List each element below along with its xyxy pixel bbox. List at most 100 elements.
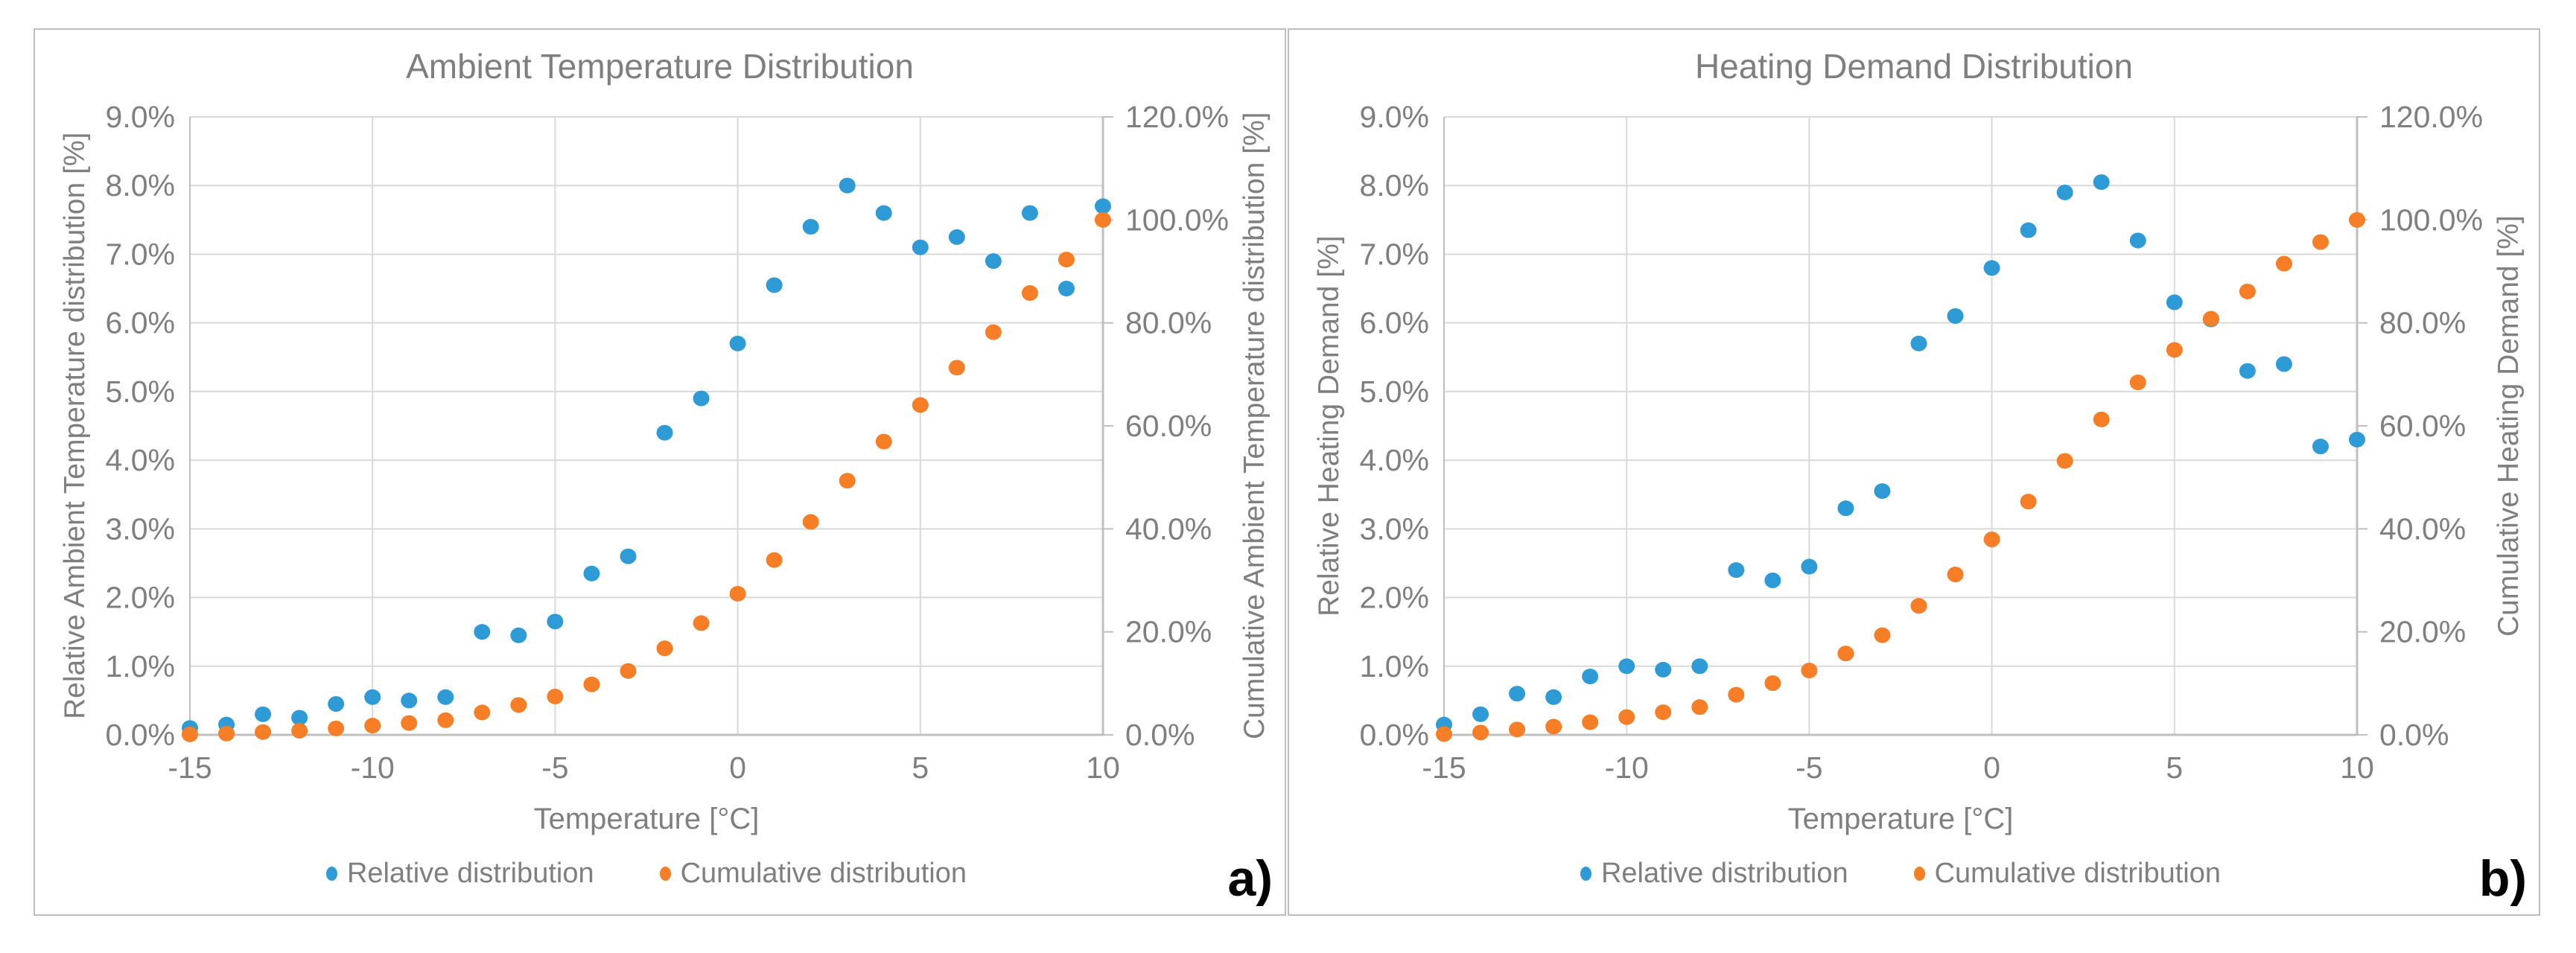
data-point-cumulative: [802, 514, 819, 530]
data-point-cumulative: [2349, 211, 2365, 228]
data-point-relative: [1910, 335, 1927, 351]
legend-label-cumulative: Cumulative distribution: [1934, 858, 2221, 889]
legend-label-relative: Relative distribution: [346, 858, 594, 889]
y-left-tick-label: 1.0%: [106, 649, 175, 683]
data-point-cumulative: [912, 397, 929, 413]
data-point-relative: [437, 689, 454, 705]
data-point-cumulative: [1837, 646, 1854, 662]
x-tick-label: 10: [1086, 750, 1120, 785]
y-left-tick-label: 1.0%: [1360, 649, 1429, 683]
y-left-tick-label: 7.0%: [1360, 237, 1429, 271]
data-point-cumulative: [2166, 342, 2183, 358]
x-tick-label: 0: [1983, 750, 2000, 785]
data-point-cumulative: [510, 697, 527, 713]
data-point-cumulative: [1728, 686, 1745, 703]
legend-item-cumulative[interactable]: Cumulative distribution: [659, 858, 967, 890]
data-point-relative: [2312, 439, 2329, 455]
chart-title: Ambient Temperature Distribution: [406, 47, 914, 86]
data-point-cumulative: [1983, 532, 2000, 548]
y-left-tick-label: 8.0%: [1360, 168, 1429, 203]
y-right-tick-label: 0.0%: [2379, 718, 2449, 752]
y-left-tick-label: 5.0%: [106, 374, 175, 409]
data-point-cumulative: [364, 718, 381, 734]
data-point-cumulative: [401, 715, 418, 731]
legend-item-relative[interactable]: Relative distribution: [325, 858, 594, 890]
y-left-tick-label: 9.0%: [106, 100, 175, 134]
data-point-relative: [1021, 205, 1038, 221]
y-left-tick-label: 6.0%: [1360, 306, 1429, 340]
legend-item-relative[interactable]: Relative distribution: [1580, 858, 1848, 890]
x-tick-label: -15: [168, 750, 212, 785]
y-left-tick-label: 0.0%: [1360, 718, 1429, 752]
data-point-relative: [2056, 184, 2073, 200]
data-point-cumulative: [1095, 211, 1111, 228]
data-point-relative: [2166, 294, 2183, 310]
data-point-cumulative: [328, 720, 345, 736]
data-point-relative: [2093, 174, 2110, 191]
data-point-relative: [2239, 363, 2256, 379]
y-right-tick-label: 120.0%: [1125, 100, 1229, 134]
data-point-cumulative: [1910, 598, 1927, 614]
data-point-cumulative: [693, 615, 710, 631]
x-tick-label: 0: [729, 750, 746, 785]
y-right-tick-label: 80.0%: [1125, 306, 1212, 340]
legend-label-relative: Relative distribution: [1600, 858, 1848, 889]
data-point-relative: [620, 548, 637, 564]
data-point-relative: [583, 565, 600, 581]
y-left-tick-label: 3.0%: [106, 511, 175, 546]
x-tick-label: 5: [2166, 750, 2183, 785]
data-point-relative: [364, 689, 381, 705]
panel-label-b: b): [2478, 850, 2527, 907]
y-right-tick-label: 80.0%: [2379, 306, 2466, 340]
data-point-cumulative: [1655, 704, 1672, 721]
y-left-tick-label: 6.0%: [106, 306, 175, 340]
data-point-relative: [1472, 706, 1489, 722]
data-point-cumulative: [1545, 718, 1562, 735]
data-point-relative: [1095, 198, 1111, 214]
data-point-relative: [510, 627, 527, 643]
right-y-axis-title: Cumulative Ambient Temperature distribut…: [1238, 112, 1270, 740]
data-point-relative: [2020, 222, 2037, 238]
y-right-tick-label: 20.0%: [2379, 615, 2466, 649]
y-left-tick-label: 5.0%: [1360, 374, 1429, 409]
data-point-cumulative: [218, 725, 235, 742]
data-point-relative: [656, 424, 673, 441]
data-point-relative: [1691, 658, 1708, 675]
y-right-tick-label: 100.0%: [1125, 203, 1229, 237]
data-point-relative: [1058, 281, 1075, 297]
chart-panel-a: 0.0% 1.0% 2.0% 3.0% 4.0% 5.0% 6.0% 7.0% 8.0% 9.0%…: [34, 28, 1286, 916]
data-point-relative: [693, 390, 710, 407]
cumulative-series-marker-icon: [659, 867, 671, 881]
legend-label-cumulative: Cumulative distribution: [680, 858, 967, 889]
data-point-cumulative: [985, 324, 1002, 340]
y-right-tick-label: 40.0%: [1125, 511, 1212, 546]
data-point-relative: [1545, 689, 1562, 705]
data-point-cumulative: [1436, 726, 1452, 742]
data-point-cumulative: [583, 676, 600, 692]
data-point-cumulative: [1947, 567, 1964, 583]
data-point-cumulative: [182, 726, 198, 742]
data-point-cumulative: [875, 433, 892, 450]
data-point-relative: [255, 706, 272, 722]
y-left-tick-label: 4.0%: [106, 443, 175, 477]
data-point-cumulative: [2202, 310, 2219, 327]
data-point-cumulative: [547, 688, 564, 704]
data-point-cumulative: [2056, 453, 2073, 469]
data-point-cumulative: [2093, 411, 2110, 427]
x-tick-label: 5: [912, 750, 929, 785]
legend-item-cumulative[interactable]: Cumulative distribution: [1913, 858, 2221, 890]
y-left-tick-label: 3.0%: [1360, 511, 1429, 546]
y-left-tick-label: 4.0%: [1360, 443, 1429, 477]
data-point-cumulative: [656, 640, 673, 657]
data-point-relative: [1947, 307, 1964, 324]
data-point-cumulative: [1801, 663, 1818, 679]
y-right-tick-label: 20.0%: [1125, 615, 1212, 649]
data-point-relative: [1874, 483, 1891, 500]
y-right-tick-label: 120.0%: [2379, 100, 2483, 134]
data-point-relative: [1801, 558, 1818, 575]
data-point-cumulative: [839, 473, 856, 489]
chart-panel-b: 0.0% 1.0% 2.0% 3.0% 4.0% 5.0% 6.0% 7.0% 8.0% 9.0%…: [1288, 28, 2540, 916]
data-point-cumulative: [1509, 721, 1526, 738]
data-point-relative: [1837, 500, 1854, 517]
scatter-plot-a: 0.0% 1.0% 2.0% 3.0% 4.0% 5.0% 6.0% 7.0% 8.0% 9.0%…: [106, 100, 1230, 785]
